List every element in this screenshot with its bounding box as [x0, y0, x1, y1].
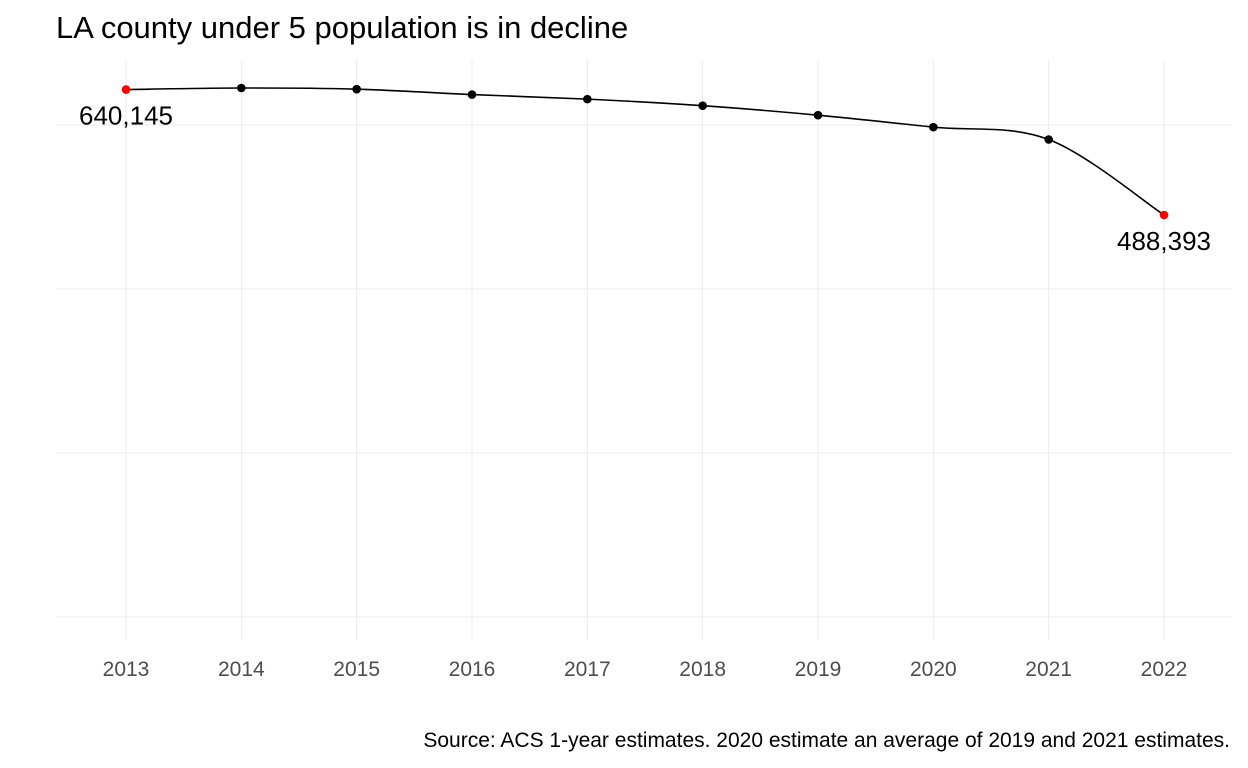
series-line [125, 87, 1165, 216]
data-point [1044, 135, 1053, 144]
data-point [929, 122, 938, 132]
data-label: 640,145 [79, 101, 173, 131]
x-tick-label: 2021 [1025, 658, 1072, 681]
x-tick-label: 2016 [449, 658, 496, 681]
x-tick-label: 2019 [795, 658, 842, 681]
data-point [467, 90, 477, 99]
data-labels: 640,145 488,393 [79, 101, 1211, 256]
data-point [698, 101, 707, 111]
data-point [352, 84, 361, 94]
gridlines [56, 60, 1232, 640]
x-tick-label: 2018 [679, 658, 726, 681]
series-line-layer [125, 87, 1165, 216]
x-tick-label: 2022 [1141, 658, 1188, 681]
x-tick-label: 2015 [333, 658, 380, 681]
highlight-point [121, 85, 131, 94]
data-point [583, 94, 592, 104]
x-tick-label: 2014 [218, 658, 265, 681]
data-points [121, 83, 1169, 220]
data-point [237, 83, 246, 93]
highlight-point [1159, 210, 1169, 220]
chart-caption: Source: ACS 1-year estimates. 2020 estim… [423, 729, 1230, 752]
x-axis-ticks: 2013 2014 2015 2016 2017 2018 2019 2020 2021 2022 [103, 658, 1188, 681]
x-tick-label: 2017 [564, 658, 611, 681]
x-tick-label: 2020 [910, 658, 957, 681]
data-label: 488,393 [1117, 226, 1211, 256]
data-point [813, 110, 823, 120]
chart-title: LA county under 5 population is in decli… [56, 10, 629, 45]
x-tick-label: 2013 [103, 658, 150, 681]
